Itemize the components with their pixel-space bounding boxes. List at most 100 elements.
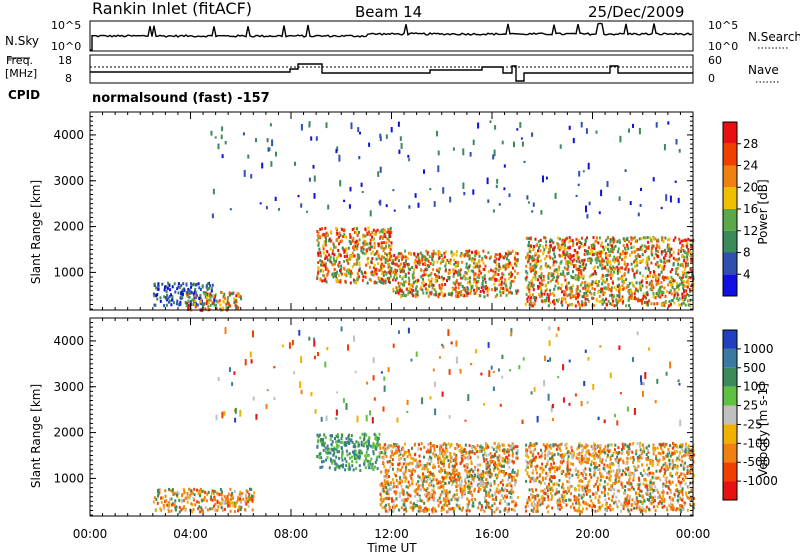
data-cell [528,281,531,285]
data-cell [624,255,627,259]
data-cell [376,455,379,459]
data-cell [689,464,692,468]
data-cell [228,305,230,308]
data-cell [558,298,561,301]
data-cell [645,285,648,289]
data-cell [438,501,441,505]
data-cell [390,497,393,501]
data-cell [438,286,441,290]
data-cell [635,257,638,261]
data-cell [488,453,491,457]
data-cell [270,161,273,167]
data-cell [661,237,664,241]
data-cell [578,303,581,306]
data-cell [657,459,660,463]
y-tick-label: 3000 [53,174,84,188]
data-cell [155,286,158,290]
data-cell [508,272,511,276]
data-cell [623,272,626,276]
data-cell [565,262,568,266]
data-cell [469,291,472,295]
data-cell [462,489,465,493]
data-cell [325,122,328,129]
data-cell [575,456,578,460]
data-cell [602,290,605,294]
data-cell [525,459,528,463]
data-cell [578,506,580,510]
data-cell [576,475,579,479]
data-cell [577,183,580,187]
data-cell [632,476,635,480]
data-cell [540,210,543,215]
data-cell [443,293,446,297]
data-cell [216,508,219,512]
data-cell [389,272,392,276]
data-cell [682,272,685,276]
data-cell [407,267,410,271]
data-cell [472,469,475,473]
data-cell [680,480,683,484]
data-cell [207,490,210,494]
data-cell [665,194,668,201]
data-cell [538,275,541,278]
data-cell [511,273,514,276]
data-cell [326,273,329,277]
data-cell [665,290,668,293]
data-cell [540,279,543,283]
data-cell [470,285,473,289]
data-cell [215,299,218,303]
data-cell [375,257,378,261]
data-cell [438,267,441,271]
data-cell [392,261,395,265]
data-cell [443,461,446,465]
data-cell [339,254,342,258]
data-cell [332,249,334,253]
data-cell [624,267,627,271]
data-cell [379,229,382,233]
data-cell [407,291,410,295]
data-cell [583,266,586,270]
data-cell [656,277,659,281]
data-cell [589,283,592,287]
data-cell [329,437,332,441]
data-cell [603,259,606,263]
data-cell [229,509,232,513]
data-cell [212,188,215,195]
data-cell [239,295,242,299]
data-cell [584,297,587,301]
data-cell [319,439,322,443]
data-cell [320,227,323,231]
data-cell [316,234,319,237]
data-cell [395,286,398,290]
data-cell [329,434,332,438]
data-cell [421,262,424,266]
data-cell [185,302,188,306]
data-cell [609,508,612,512]
data-cell [379,503,382,507]
data-cell [580,236,583,240]
data-cell [327,269,330,273]
data-cell [348,462,351,466]
data-cell [377,242,380,246]
data-cell [637,212,640,217]
data-cell [346,453,349,457]
data-cell [379,446,382,450]
data-cell [212,294,215,298]
data-cell [353,227,356,231]
data-cell [581,448,584,452]
data-cell [676,282,679,285]
data-cell [583,258,586,262]
data-cell [200,490,203,494]
data-cell [577,295,580,299]
data-cell [362,444,365,448]
data-cell [372,444,375,448]
data-cell [266,138,269,143]
data-cell [364,227,367,231]
data-cell [637,464,640,468]
data-cell [374,269,377,273]
data-cell [663,303,666,307]
data-cell [403,498,406,502]
data-cell [380,268,383,272]
data-cell [639,204,642,207]
data-cell [525,270,528,274]
